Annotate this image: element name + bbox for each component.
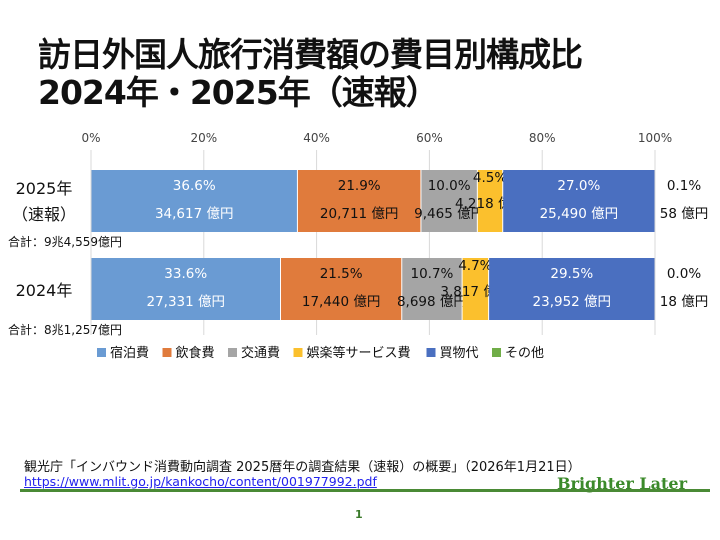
bar-segment: [297, 170, 421, 232]
legend-label: その他: [505, 346, 544, 361]
amount-label: 58 億円: [660, 206, 708, 222]
percent-label: 27.0%: [557, 178, 600, 194]
total-label: 合計：9兆4,559億円: [8, 234, 122, 249]
bar-segment: [477, 170, 503, 232]
brand-logo: Brighter Later: [557, 474, 688, 493]
category-label: 2025年: [16, 179, 73, 198]
amount-label: 25,490 億円: [540, 206, 619, 222]
amount-label: 27,331 億円: [146, 294, 225, 310]
bar-segment: [462, 258, 489, 320]
x-tick-label: 60%: [416, 131, 443, 145]
title-line-2: 2024年・2025年（速報）: [38, 73, 439, 112]
page-number: 1: [355, 508, 363, 521]
legend-label: 娯楽等サービス費: [307, 345, 411, 361]
percent-label: 10.0%: [428, 178, 471, 194]
bar-segment: [91, 258, 281, 320]
bar-segment: [421, 170, 477, 232]
legend-swatch: [162, 348, 172, 357]
percent-label: 33.6%: [164, 266, 207, 282]
bar-segment: [91, 170, 297, 232]
bar-segment: [503, 170, 655, 232]
stacked-bar-chart: 0% 20% 40% 60% 80% 100% 2025年 （速報） 合計：9兆4,559億円 3…: [8, 131, 708, 361]
x-tick-label: 0%: [81, 131, 100, 145]
legend-label: 飲食費: [176, 345, 215, 361]
total-label: 合計：8兆1,257億円: [8, 322, 122, 337]
footer-divider: [20, 489, 710, 492]
category-label: 2024年: [16, 281, 73, 300]
percent-label: 10.7%: [410, 266, 453, 282]
legend-swatch: [97, 348, 106, 357]
percent-label: 0.1%: [667, 178, 701, 194]
percent-label: 21.9%: [338, 178, 381, 194]
source-text: 観光庁「インバウンド消費動向調査 2025暦年の調査結果（速報）の概要」（202…: [24, 460, 581, 475]
bar-segment: [489, 258, 655, 320]
legend-swatch: [492, 348, 501, 357]
amount-label: 18 億円: [660, 294, 708, 310]
percent-label: 4.5%: [473, 170, 507, 186]
source-link[interactable]: https://www.mlit.go.jp/kankocho/content/…: [24, 474, 377, 489]
category-sublabel: （速報）: [12, 205, 76, 224]
x-tick-label: 20%: [190, 131, 217, 145]
title-line-1: 訪日外国人旅行消費額の費目別構成比: [38, 35, 583, 74]
legend-swatch: [293, 348, 303, 357]
legend-label: 宿泊費: [110, 345, 149, 361]
x-tick-label: 80%: [529, 131, 556, 145]
legend-label: 交通費: [241, 345, 280, 361]
percent-label: 21.5%: [320, 266, 363, 282]
amount-label: 34,617 億円: [155, 206, 234, 222]
x-tick-label: 100%: [638, 131, 672, 145]
x-tick-label: 40%: [303, 131, 330, 145]
legend-swatch: [228, 348, 237, 357]
amount-label: 9,465 億円: [414, 206, 484, 222]
percent-label: 36.6%: [173, 178, 216, 194]
legend-label: 買物代: [440, 346, 479, 361]
amount-label: 20,711 億円: [320, 206, 399, 222]
bar-segment: [281, 258, 402, 320]
amount-label: 8,698 億円: [397, 294, 467, 310]
percent-label: 0.0%: [667, 266, 701, 282]
percent-label: 29.5%: [550, 266, 593, 282]
legend-swatch: [426, 348, 436, 357]
percent-label: 4.7%: [458, 258, 492, 274]
bar-segment: [402, 258, 462, 320]
amount-label: 23,952 億円: [533, 294, 612, 310]
amount-label: 17,440 億円: [302, 294, 381, 310]
